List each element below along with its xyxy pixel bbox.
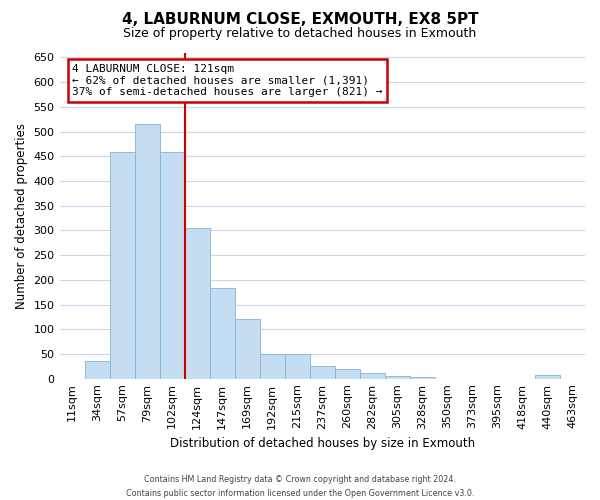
Bar bbox=[335, 369, 360, 378]
Bar bbox=[110, 152, 134, 378]
Bar bbox=[260, 354, 285, 378]
Bar bbox=[535, 374, 560, 378]
Bar bbox=[235, 320, 260, 378]
Bar bbox=[285, 354, 310, 378]
Bar bbox=[310, 366, 335, 378]
Y-axis label: Number of detached properties: Number of detached properties bbox=[15, 122, 28, 308]
Text: Size of property relative to detached houses in Exmouth: Size of property relative to detached ho… bbox=[124, 28, 476, 40]
X-axis label: Distribution of detached houses by size in Exmouth: Distribution of detached houses by size … bbox=[170, 437, 475, 450]
Bar bbox=[85, 362, 110, 378]
Bar bbox=[134, 124, 160, 378]
Bar bbox=[385, 376, 410, 378]
Bar bbox=[410, 377, 435, 378]
Text: 4, LABURNUM CLOSE, EXMOUTH, EX8 5PT: 4, LABURNUM CLOSE, EXMOUTH, EX8 5PT bbox=[122, 12, 478, 28]
Bar bbox=[185, 228, 209, 378]
Bar bbox=[209, 288, 235, 378]
Bar bbox=[360, 373, 385, 378]
Text: Contains HM Land Registry data © Crown copyright and database right 2024.
Contai: Contains HM Land Registry data © Crown c… bbox=[126, 476, 474, 498]
Text: 4 LABURNUM CLOSE: 121sqm
← 62% of detached houses are smaller (1,391)
37% of sem: 4 LABURNUM CLOSE: 121sqm ← 62% of detach… bbox=[72, 64, 383, 97]
Bar bbox=[160, 152, 185, 378]
